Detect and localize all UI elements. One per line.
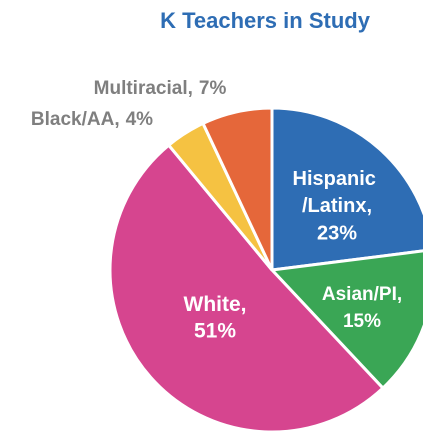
pie-slice	[270, 106, 423, 272]
slice-label-name: Black/AA,	[31, 109, 120, 130]
pie-slice	[108, 143, 386, 432]
slice-label: White,	[184, 293, 247, 316]
slice-label: Asian/PI,	[322, 284, 402, 305]
slice-label: Hispanic /Latinx,	[293, 168, 382, 217]
slice-value-label: 51%	[194, 320, 236, 343]
slice-label: Multiracial, 7%	[94, 78, 227, 99]
slice-value-label: 4%	[126, 109, 154, 130]
slice-value-label: 23%	[317, 222, 357, 244]
pie-slice	[268, 249, 423, 391]
slice-value-label: 7%	[199, 78, 227, 99]
slice-value-label: 15%	[343, 311, 381, 332]
slice-label-name: Multiracial,	[94, 78, 193, 99]
chart-title: K Teachers in Study	[160, 8, 371, 33]
pie-slice	[201, 106, 274, 271]
slice-label: Black/AA, 4%	[31, 109, 153, 130]
